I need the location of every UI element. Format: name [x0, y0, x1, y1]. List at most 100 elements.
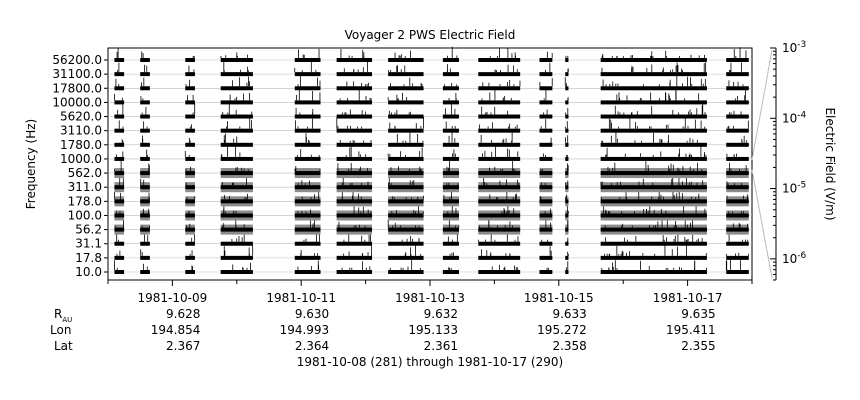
colorbar-tick-label: 10-5: [782, 181, 806, 196]
colorbar-tick-label: 10-3: [782, 40, 806, 55]
channel-trace: [600, 114, 707, 119]
y-tick-label: 1000.0: [60, 152, 102, 166]
channel-trace: [539, 241, 553, 246]
ephem-lat-value: 2.355: [681, 339, 715, 353]
ephem-lat-value: 2.364: [295, 339, 329, 353]
channel-row-2: [108, 230, 752, 246]
channel-trace: [336, 270, 373, 274]
channel-trace: [726, 128, 749, 133]
channel-trace: [336, 156, 373, 161]
y-tick-label: 31.1: [75, 237, 102, 251]
y-tick-label: 1780.0: [60, 138, 102, 152]
channel-trace: [336, 185, 373, 190]
channel-trace: [478, 199, 521, 204]
channel-trace: [114, 100, 125, 105]
channel-trace: [388, 58, 424, 62]
channel-trace: [565, 142, 569, 147]
ephem-r-value: 9.632: [424, 307, 458, 321]
channel-trace: [220, 58, 253, 62]
channel-trace: [565, 86, 569, 91]
channel-trace: [539, 114, 553, 119]
channel-row-6: [108, 174, 752, 193]
channel-trace: [294, 213, 321, 218]
channel-trace: [114, 255, 125, 260]
channel-trace: [600, 156, 707, 161]
channel-trace: [185, 58, 195, 62]
channel-row-10: [108, 116, 752, 133]
ephem-lon-value: 195.411: [666, 323, 716, 337]
channel-trace: [539, 128, 553, 133]
channel-trace: [185, 86, 195, 91]
channel-trace: [294, 227, 321, 232]
channel-trace: [336, 241, 373, 246]
ephem-label-lat: Lat: [54, 339, 73, 353]
channel-trace: [442, 213, 459, 218]
channel-trace: [442, 270, 459, 274]
channel-trace: [294, 199, 321, 204]
ephem-lat-value: 2.361: [424, 339, 458, 353]
channel-row-13: [108, 74, 752, 91]
channel-trace: [388, 270, 424, 274]
channel-trace: [114, 156, 125, 161]
channel-trace: [114, 171, 125, 176]
channel-trace: [442, 156, 459, 161]
channel-trace: [726, 72, 749, 77]
channel-trace: [442, 128, 459, 133]
channel-trace: [388, 86, 424, 91]
channel-trace: [140, 185, 150, 190]
channel-rows: [108, 46, 752, 274]
channel-trace: [220, 185, 253, 190]
channel-trace: [600, 128, 707, 133]
date-range-footer: 1981-10-08 (281) through 1981-10-17 (290…: [297, 355, 563, 369]
channel-trace: [114, 213, 125, 218]
y-tick-label: 56.2: [75, 223, 102, 237]
channel-trace: [294, 58, 321, 62]
y-tick-label: 56200.0: [52, 53, 102, 67]
channel-trace: [185, 171, 195, 176]
y-tick-label: 3110.0: [60, 124, 102, 138]
colorbar-connector: [751, 169, 773, 279]
channel-trace: [565, 227, 569, 232]
channel-row-3: [108, 216, 752, 235]
colorbar-tick-label: 10-6: [782, 251, 807, 266]
channel-row-1: [108, 244, 752, 260]
channel-trace: [478, 270, 521, 274]
x-tick-label: 1981-10-15: [524, 291, 594, 305]
channel-trace: [478, 128, 521, 133]
channel-trace: [294, 128, 321, 133]
channel-trace: [600, 227, 707, 232]
channel-trace: [600, 86, 707, 91]
channel-trace: [140, 241, 150, 246]
channel-trace: [220, 255, 253, 260]
channel-trace: [539, 255, 553, 260]
ephemeris-table: RAU Lon Lat 9.628 9.630 9.632 9.633 9.635 194…: [50, 307, 716, 353]
channel-trace: [336, 100, 373, 105]
channel-trace: [442, 100, 459, 105]
channel-trace: [140, 255, 150, 260]
channel-trace: [185, 100, 195, 105]
y-tick-label: 31100.0: [52, 67, 102, 81]
channel-trace: [726, 156, 749, 161]
channel-trace: [140, 270, 150, 274]
channel-trace: [220, 241, 253, 246]
channel-row-12: [108, 88, 752, 105]
channel-trace: [539, 142, 553, 147]
channel-trace: [539, 86, 553, 91]
channel-trace: [294, 270, 321, 274]
channel-trace: [600, 171, 707, 176]
channel-trace: [726, 199, 749, 204]
channel-trace: [565, 72, 569, 77]
channel-trace: [478, 171, 521, 176]
channel-trace: [336, 227, 373, 232]
ephem-r-value: 9.628: [166, 307, 200, 321]
channel-trace: [478, 86, 521, 91]
channel-trace: [140, 58, 150, 62]
channel-trace: [726, 142, 749, 147]
channel-trace: [478, 185, 521, 190]
channel-trace: [294, 100, 321, 105]
chart-title: Voyager 2 PWS Electric Field: [345, 28, 516, 42]
channel-trace: [442, 241, 459, 246]
channel-trace: [336, 58, 373, 62]
y-tick-label: 562.0: [68, 166, 102, 180]
channel-trace: [185, 185, 195, 190]
